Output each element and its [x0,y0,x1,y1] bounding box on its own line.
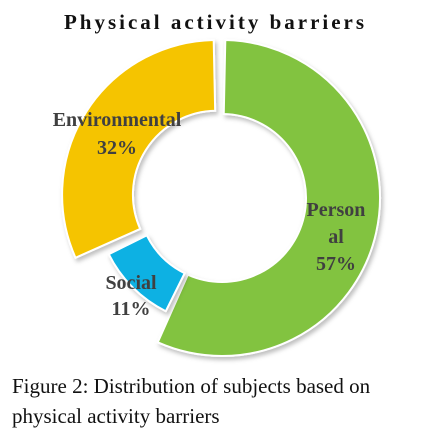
slice-label-line: 57% [316,253,356,275]
figure-caption: Figure 2: Distribution of subjects based… [12,374,371,428]
slice-label-line: 32% [97,137,137,159]
slice-label-line: 11% [112,298,151,320]
slice-label-personal: Person al 57% [307,199,366,275]
slice-label-environmental: Environmental 32% [53,109,182,159]
chart-title: Physical activity barriers [63,10,368,34]
slice-label-line: Environmental [53,109,182,131]
slice-personal [156,39,381,357]
slice-social [107,234,186,313]
slice-label-line: Social [105,272,157,294]
slice-environmental [61,38,217,260]
slice-label-line: Person [307,199,366,221]
slice-label-social: Social 11% [105,272,157,320]
slice-label-line: al [328,226,344,248]
